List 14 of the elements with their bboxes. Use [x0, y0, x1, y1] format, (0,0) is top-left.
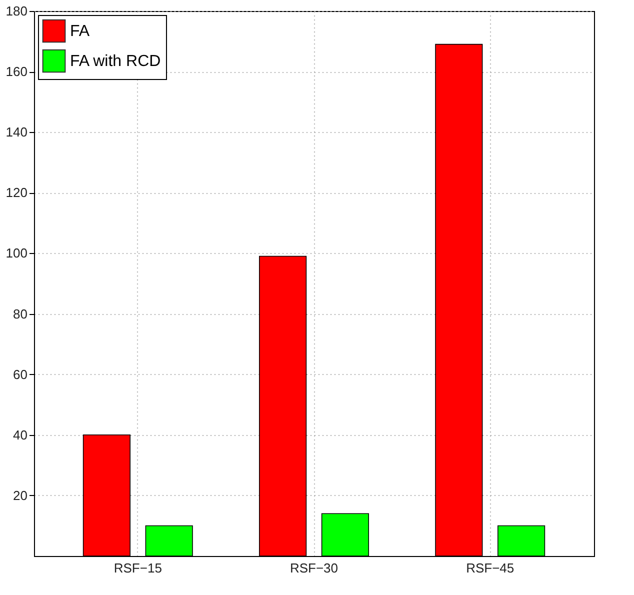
x-tick-label: RSF−30	[290, 560, 338, 576]
x-tick-label: RSF−15	[114, 560, 162, 576]
legend-label: FA with RCD	[70, 53, 161, 70]
y-tick-label: 120	[6, 185, 28, 200]
y-tick-label: 60	[13, 366, 28, 382]
y-tick-label: 180	[6, 4, 28, 18]
y-tick-label: 140	[6, 124, 28, 140]
y-tick-label: 100	[6, 246, 28, 261]
x-tick-label: RSF−45	[466, 560, 514, 576]
legend-label: FA	[70, 23, 90, 40]
y-tick-label: 160	[6, 64, 28, 80]
y-tick-label: 20	[13, 488, 28, 503]
y-tick-label: 40	[13, 427, 28, 442]
y-tick-label: 80	[13, 306, 28, 322]
